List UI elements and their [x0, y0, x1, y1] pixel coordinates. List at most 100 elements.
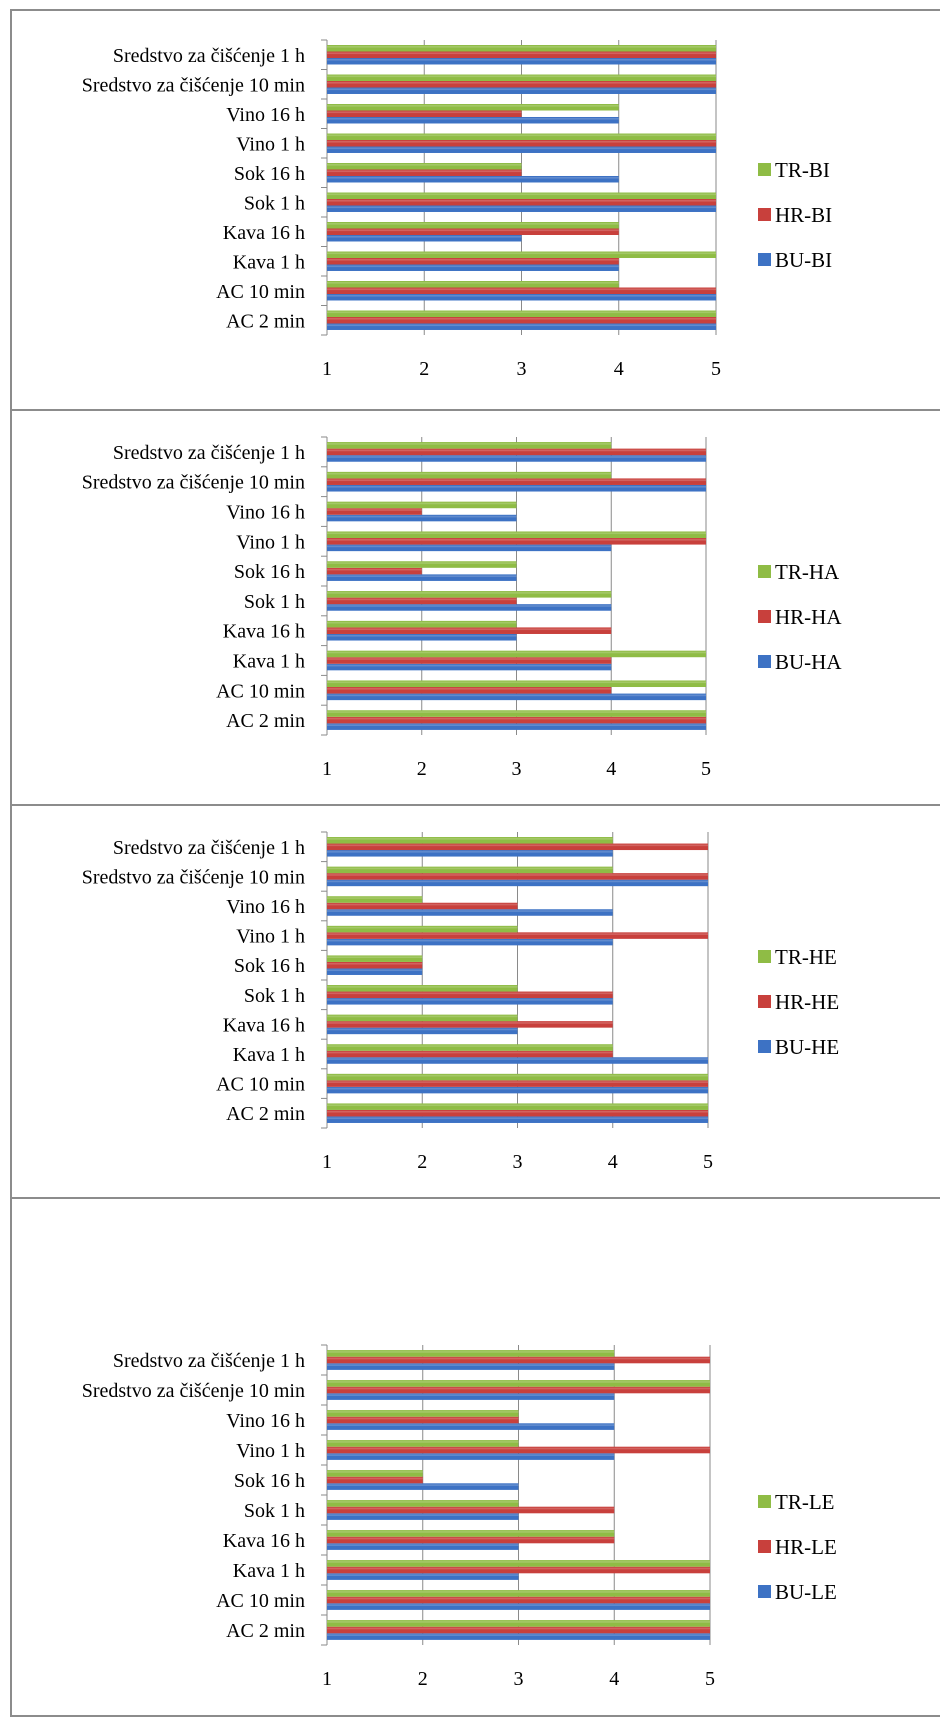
bar-highlight — [327, 1514, 519, 1516]
bar-highlight — [327, 265, 619, 268]
bar-hr-he-9 — [327, 843, 708, 851]
legend-label: HR-LE — [775, 1535, 837, 1559]
bar-highlight — [327, 1058, 708, 1060]
bar-hr-le-8 — [327, 1386, 710, 1394]
bar-highlight — [327, 235, 522, 238]
bar-bu-ha-2 — [327, 663, 612, 671]
category-label: Kava 16 h — [223, 222, 305, 244]
bar-highlight — [327, 605, 612, 607]
category-label: Sredstvo za čišćenje 1 h — [113, 442, 305, 464]
bar-highlight — [327, 1544, 519, 1546]
bar-highlight — [327, 1357, 710, 1360]
bar-highlight — [327, 962, 423, 965]
category-label: AC 10 min — [216, 1074, 305, 1096]
legend-swatch — [758, 610, 771, 623]
x-tick-label: 3 — [513, 1151, 523, 1173]
bar-hr-he-2 — [327, 1050, 613, 1058]
bar-highlight — [327, 1454, 615, 1456]
bar-bu-he-6 — [327, 938, 613, 946]
x-tick-label: 4 — [614, 358, 624, 380]
bar-highlight — [327, 634, 517, 637]
bar-tr-he-6 — [327, 925, 518, 933]
bar-bu-bi-8 — [327, 87, 716, 94]
bar-tr-ha-1 — [327, 680, 706, 688]
bar-bu-he-3 — [327, 1027, 518, 1035]
bar-hr-le-4 — [327, 1506, 615, 1514]
chart-panel-4: AC 2 min AC 10 min Kava 1 h Kava 16 h Sok 1 … — [10, 1197, 940, 1717]
legend-swatch — [758, 1495, 771, 1508]
category-label: Sredstvo za čišćenje 10 min — [82, 74, 305, 96]
bar-highlight — [327, 317, 716, 320]
bar-highlight — [327, 1574, 519, 1576]
bar-hr-he-8 — [327, 873, 708, 880]
bar-bu-ha-1 — [327, 693, 706, 701]
legend-label: TR-HE — [775, 945, 837, 969]
bar-bu-he-1 — [327, 1086, 708, 1094]
bar-highlight — [327, 1364, 615, 1366]
x-tick-label: 2 — [417, 1151, 427, 1173]
bar-hr-ha-7 — [327, 508, 422, 515]
bar-highlight — [327, 288, 716, 291]
bar-tr-he-2 — [327, 1044, 613, 1051]
bar-highlight — [327, 1424, 615, 1426]
bar-hr-ha-5 — [327, 567, 422, 575]
bar-tr-bi-9 — [327, 45, 716, 52]
bar-bu-he-9 — [327, 850, 613, 857]
bar-bu-he-2 — [327, 1057, 708, 1064]
bar-tr-ha-4 — [327, 591, 612, 598]
bar-bu-ha-0 — [327, 723, 706, 730]
bar-hr-bi-1 — [327, 287, 716, 294]
bar-highlight — [327, 1394, 615, 1396]
chart-panel-3: AC 2 min AC 10 min Kava 1 h Kava 16 h Sok 1 … — [10, 804, 940, 1199]
category-label: Sok 16 h — [234, 955, 305, 977]
bar-bu-le-3 — [327, 1543, 519, 1550]
category-label: AC 10 min — [216, 281, 305, 303]
bar-highlight — [327, 1561, 710, 1563]
category-label: Kava 1 h — [233, 1560, 305, 1582]
bar-tr-ha-2 — [327, 650, 706, 658]
x-tick-label: 1 — [322, 1151, 332, 1173]
bar-tr-he-5 — [327, 955, 423, 962]
bar-highlight — [327, 509, 422, 511]
bar-hr-ha-6 — [327, 538, 706, 545]
bar-highlight — [327, 515, 517, 518]
category-label: Vino 16 h — [226, 502, 305, 524]
category-label: Sredstvo za čišćenje 1 h — [113, 45, 305, 67]
category-label: AC 10 min — [216, 680, 305, 702]
bar-highlight — [327, 539, 706, 541]
x-tick-label: 5 — [705, 1668, 715, 1690]
bar-bu-le-0 — [327, 1633, 710, 1640]
bar-tr-bi-4 — [327, 192, 716, 200]
bar-highlight — [327, 258, 619, 261]
bar-highlight — [327, 1351, 615, 1353]
category-label: Sok 1 h — [244, 1500, 305, 1522]
bar-highlight — [327, 992, 613, 995]
bar-hr-bi-8 — [327, 81, 716, 88]
bar-highlight — [327, 910, 613, 912]
bar-highlight — [327, 1471, 423, 1473]
bar-highlight — [327, 281, 619, 284]
bar-highlight — [327, 1627, 710, 1630]
bar-highlight — [327, 104, 619, 107]
bar-hr-bi-3 — [327, 228, 619, 235]
bar-highlight — [327, 134, 716, 137]
x-tick-label: 4 — [606, 758, 616, 780]
bar-highlight — [327, 81, 716, 84]
category-label: Sredstvo za čišćenje 10 min — [82, 866, 305, 888]
bar-hr-he-7 — [327, 902, 518, 910]
bar-hr-he-5 — [327, 961, 423, 969]
bar-tr-le-6 — [327, 1440, 519, 1447]
bar-bu-bi-1 — [327, 293, 716, 301]
bar-hr-bi-0 — [327, 317, 716, 324]
category-label: Sok 1 h — [244, 985, 305, 1007]
bar-highlight — [327, 502, 517, 505]
bar-highlight — [327, 449, 706, 452]
category-label: Kava 16 h — [223, 1530, 305, 1552]
bar-highlight — [327, 867, 613, 870]
bar-highlight — [327, 176, 619, 179]
bar-highlight — [327, 575, 517, 578]
bar-hr-ha-9 — [327, 448, 706, 456]
legend-label: HR-BI — [775, 203, 832, 227]
bar-tr-le-3 — [327, 1530, 615, 1537]
